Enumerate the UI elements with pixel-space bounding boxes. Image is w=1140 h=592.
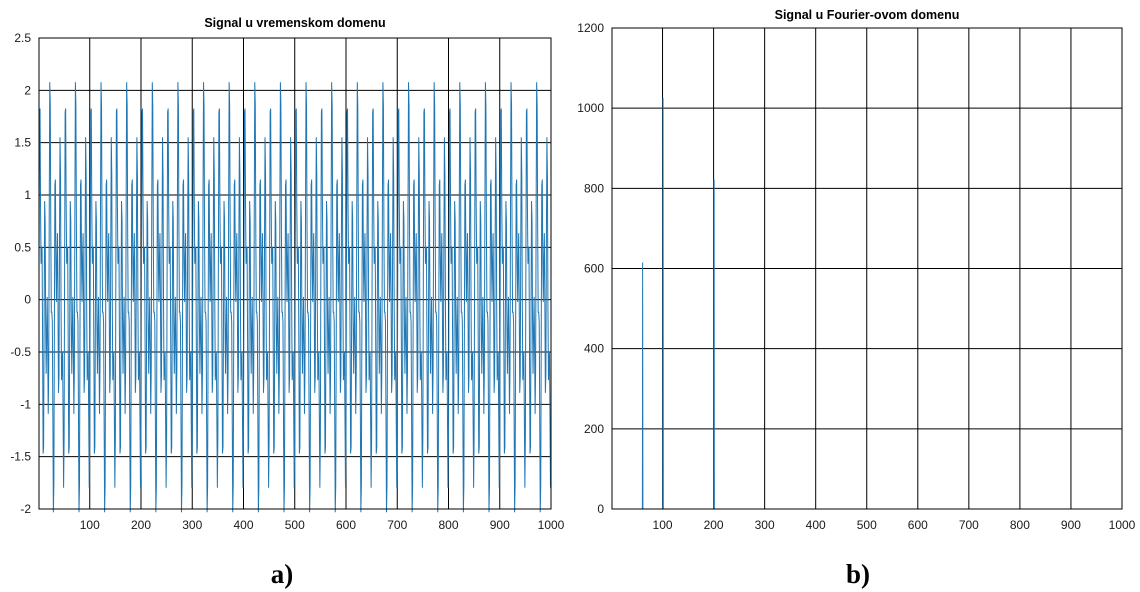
x-tick-label: 1000 bbox=[538, 518, 565, 532]
x-tick-label: 400 bbox=[233, 518, 253, 532]
chart-time-domain: 100 200 300 400 500 600 700 800 900 1000 -2 -1.5 -1… bbox=[10, 16, 564, 589]
x-tick-label: 500 bbox=[285, 518, 305, 532]
x-tick-label: 800 bbox=[1010, 518, 1030, 532]
x-tick-labels: 100 200 300 400 500 600 700 800 900 1000 bbox=[653, 518, 1136, 532]
grid bbox=[612, 27, 1123, 510]
plot-frame bbox=[611, 27, 1123, 510]
y-tick-label: 2.5 bbox=[14, 31, 31, 45]
y-tick-label: 0 bbox=[597, 502, 604, 516]
signal-series-line bbox=[38, 82, 552, 513]
x-tick-label: 600 bbox=[908, 518, 928, 532]
x-tick-label: 700 bbox=[387, 518, 407, 532]
y-tick-labels: 0 200 400 600 800 1000 1200 bbox=[577, 21, 604, 516]
x-tick-label: 100 bbox=[653, 518, 673, 532]
x-tick-label: 800 bbox=[438, 518, 458, 532]
panel-label: b) bbox=[846, 559, 870, 589]
chart-fourier-domain: 100 200 300 400 500 600 700 800 900 1000 0 200 400 6… bbox=[577, 8, 1135, 589]
x-tick-label: 700 bbox=[959, 518, 979, 532]
y-tick-label: 200 bbox=[584, 422, 604, 436]
chart-title: Signal u vremenskom domenu bbox=[204, 16, 385, 30]
y-tick-label: 0 bbox=[24, 293, 31, 307]
x-tick-label: 300 bbox=[755, 518, 775, 532]
y-tick-label: 400 bbox=[584, 342, 604, 356]
y-tick-label: 1 bbox=[24, 188, 31, 202]
x-tick-labels: 100 200 300 400 500 600 700 800 900 1000 bbox=[80, 518, 565, 532]
x-tick-label: 400 bbox=[806, 518, 826, 532]
x-tick-label: 200 bbox=[704, 518, 724, 532]
spectrum-series-line bbox=[612, 98, 1122, 510]
x-tick-label: 900 bbox=[490, 518, 510, 532]
y-tick-label: 600 bbox=[584, 262, 604, 276]
y-tick-label: 800 bbox=[584, 181, 604, 195]
chart-title: Signal u Fourier-ovom domenu bbox=[775, 8, 960, 22]
y-tick-label: 0.5 bbox=[14, 240, 31, 254]
y-tick-label: 2 bbox=[24, 83, 31, 97]
y-tick-labels: -2 -1.5 -1 -0.5 0 0.5 1 1.5 2 2.5 bbox=[10, 31, 31, 516]
y-tick-label: -0.5 bbox=[10, 345, 31, 359]
y-tick-label: -2 bbox=[20, 502, 31, 516]
panel-label: a) bbox=[271, 559, 294, 589]
x-tick-label: 500 bbox=[857, 518, 877, 532]
x-tick-label: 900 bbox=[1061, 518, 1081, 532]
y-tick-label: -1 bbox=[20, 397, 31, 411]
y-tick-label: 1200 bbox=[577, 21, 604, 35]
x-tick-label: 1000 bbox=[1109, 518, 1136, 532]
x-tick-label: 600 bbox=[336, 518, 356, 532]
y-tick-label: 1000 bbox=[577, 101, 604, 115]
plot-frame bbox=[38, 37, 552, 510]
x-tick-label: 100 bbox=[80, 518, 100, 532]
y-tick-label: -1.5 bbox=[10, 450, 31, 464]
x-tick-label: 300 bbox=[182, 518, 202, 532]
x-tick-label: 200 bbox=[131, 518, 151, 532]
y-tick-label: 1.5 bbox=[14, 136, 31, 150]
